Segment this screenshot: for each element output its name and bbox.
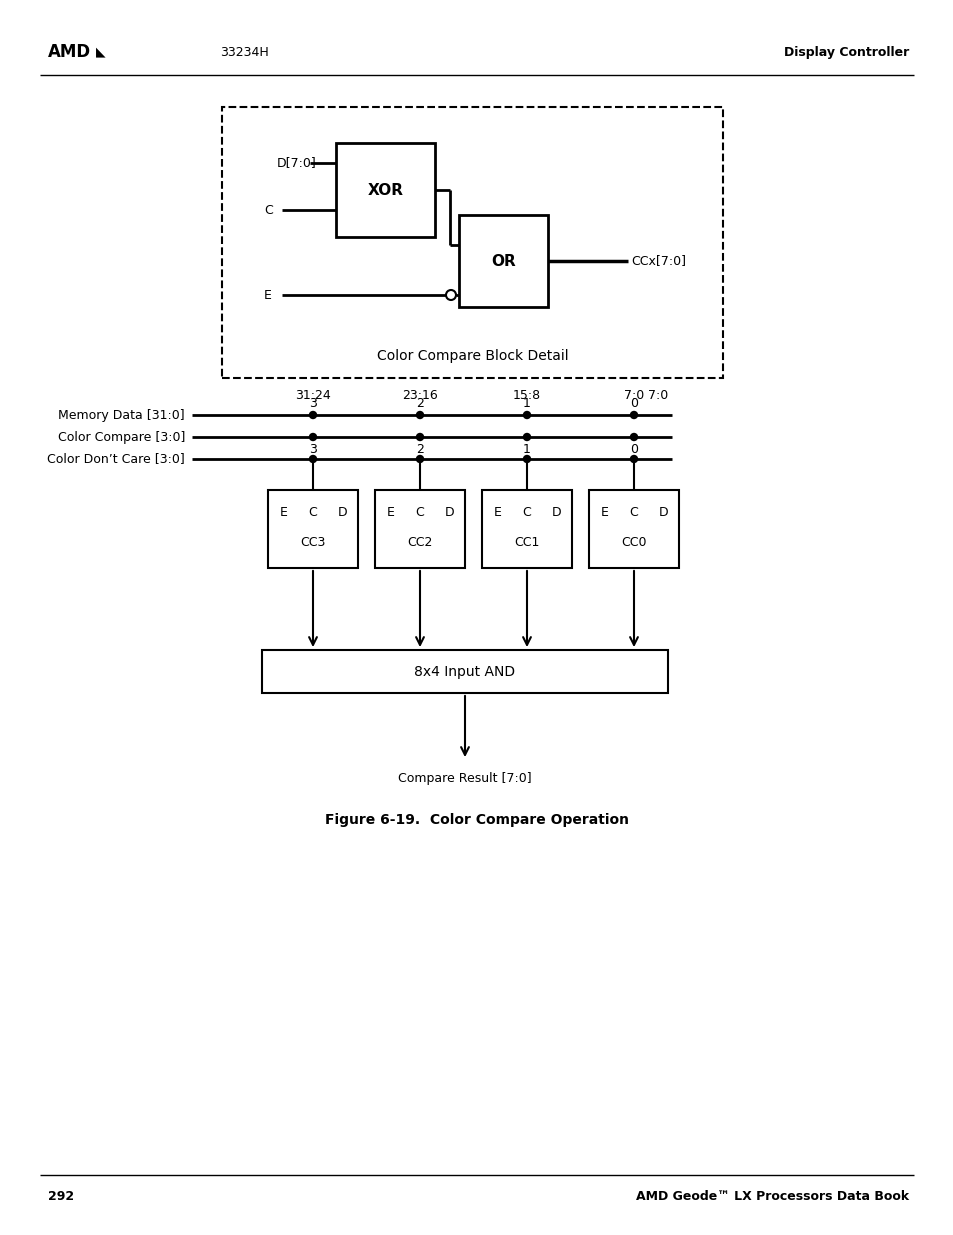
Text: 2: 2: [416, 442, 423, 456]
Circle shape: [309, 456, 316, 462]
Text: 31:24: 31:24: [294, 389, 331, 401]
Text: 3: 3: [309, 442, 316, 456]
Bar: [335, 143, 435, 237]
Circle shape: [523, 456, 530, 462]
Bar: [588, 490, 679, 568]
Text: 292: 292: [48, 1191, 74, 1203]
Circle shape: [416, 411, 423, 419]
Text: C: C: [309, 505, 317, 519]
Text: D: D: [551, 505, 561, 519]
Text: XOR: XOR: [367, 183, 403, 198]
Circle shape: [309, 411, 316, 419]
Text: ◣: ◣: [96, 46, 106, 58]
Bar: [375, 490, 464, 568]
Circle shape: [630, 456, 637, 462]
Text: CC1: CC1: [514, 536, 539, 548]
Text: D: D: [337, 505, 347, 519]
Text: C: C: [416, 505, 424, 519]
Text: Display Controller: Display Controller: [783, 46, 908, 58]
Circle shape: [309, 433, 316, 441]
Text: 2: 2: [416, 396, 423, 410]
Text: D: D: [444, 505, 454, 519]
Text: E: E: [493, 505, 500, 519]
Text: Color Compare Block Detail: Color Compare Block Detail: [376, 350, 568, 363]
Bar: [481, 490, 572, 568]
Text: E: E: [386, 505, 394, 519]
Text: 23:16: 23:16: [402, 389, 437, 401]
Text: 7:0: 7:0: [623, 389, 643, 401]
Text: C: C: [522, 505, 531, 519]
Bar: [262, 650, 667, 693]
Text: AMD: AMD: [48, 43, 91, 61]
Text: CC0: CC0: [620, 536, 646, 548]
Text: Memory Data [31:0]: Memory Data [31:0]: [58, 409, 185, 421]
Text: 1: 1: [522, 442, 531, 456]
Text: C: C: [629, 505, 638, 519]
Circle shape: [523, 433, 530, 441]
Text: 33234H: 33234H: [220, 46, 269, 58]
Text: 1: 1: [522, 396, 531, 410]
Text: AMD Geode™ LX Processors Data Book: AMD Geode™ LX Processors Data Book: [636, 1191, 908, 1203]
Text: C: C: [264, 204, 273, 216]
Text: 15:8: 15:8: [513, 389, 540, 401]
Text: E: E: [599, 505, 608, 519]
Circle shape: [416, 433, 423, 441]
Circle shape: [523, 411, 530, 419]
Text: Figure 6-19.  Color Compare Operation: Figure 6-19. Color Compare Operation: [325, 813, 628, 827]
Text: Compare Result [7:0]: Compare Result [7:0]: [397, 772, 531, 784]
Text: CCx[7:0]: CCx[7:0]: [630, 254, 685, 268]
Circle shape: [630, 433, 637, 441]
Circle shape: [630, 411, 637, 419]
Text: 0: 0: [629, 442, 638, 456]
Text: E: E: [264, 289, 272, 301]
Text: OR: OR: [491, 253, 516, 268]
Text: 8x4 Input AND: 8x4 Input AND: [414, 664, 515, 678]
Bar: [458, 215, 547, 308]
Bar: [222, 107, 722, 378]
Text: E: E: [279, 505, 287, 519]
Text: 3: 3: [309, 396, 316, 410]
Text: Color Compare [3:0]: Color Compare [3:0]: [57, 431, 185, 443]
Bar: [268, 490, 357, 568]
Text: 7:0: 7:0: [647, 389, 667, 401]
Text: D: D: [659, 505, 668, 519]
Text: Color Don’t Care [3:0]: Color Don’t Care [3:0]: [48, 452, 185, 466]
Text: CC2: CC2: [407, 536, 433, 548]
Text: 0: 0: [629, 396, 638, 410]
Text: CC3: CC3: [300, 536, 325, 548]
Circle shape: [416, 456, 423, 462]
Text: D[7:0]: D[7:0]: [276, 157, 316, 169]
